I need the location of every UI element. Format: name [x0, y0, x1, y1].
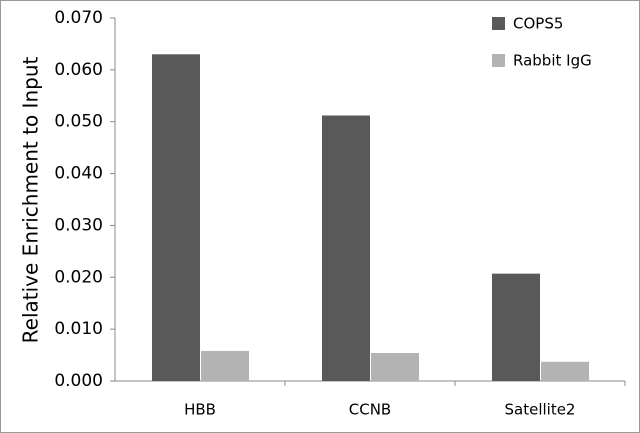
y-tick-label: 0.050 — [54, 112, 103, 132]
y-axis-label: Relative Enrichment to Input — [19, 57, 43, 344]
y-tick-label: 0.020 — [54, 267, 103, 287]
y-tick-label: 0.000 — [54, 371, 103, 391]
y-tick-label: 0.040 — [54, 164, 103, 184]
x-tick-label: Satellite2 — [505, 401, 576, 419]
x-tick-label: CCNB — [349, 401, 391, 419]
y-tick-label: 0.010 — [54, 319, 103, 339]
legend-swatch — [492, 17, 505, 30]
x-tick-label: HBB — [184, 401, 216, 419]
bar — [371, 352, 419, 381]
legend-swatch — [492, 54, 505, 67]
bar — [152, 54, 200, 382]
legend-label: COPS5 — [513, 15, 563, 33]
bar — [492, 273, 540, 381]
bar — [201, 350, 249, 381]
y-tick-label: 0.060 — [54, 60, 103, 80]
y-tick-label: 0.070 — [54, 8, 103, 28]
bar — [322, 115, 370, 382]
y-tick-label: 0.030 — [54, 215, 103, 235]
legend-label: Rabbit IgG — [513, 52, 592, 70]
bar — [541, 361, 589, 381]
